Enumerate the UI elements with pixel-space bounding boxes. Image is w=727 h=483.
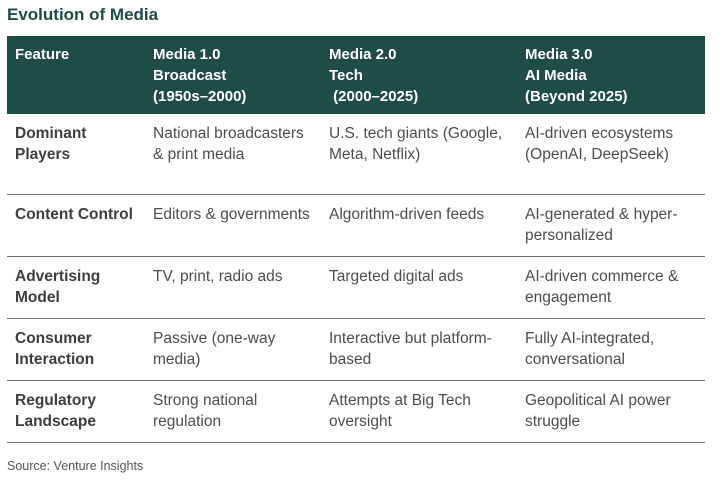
header-media-2-period: (2000–2025)	[329, 88, 419, 105]
header-media-1-period: (1950s–2000)	[153, 88, 247, 105]
media-1-cell: Passive (one-way media)	[145, 318, 321, 381]
source-note: Source: Venture Insights	[7, 459, 144, 473]
media-3-cell: AI-driven ecosystems (OpenAI, DeepSeek)	[517, 114, 705, 195]
media-1-cell: Editors & governments	[145, 194, 321, 257]
media-2-cell: Attempts at Big Tech oversight	[321, 380, 517, 443]
feature-cell: Dominant Players	[7, 114, 145, 195]
media-1-cell: Strong national regulation	[145, 380, 321, 443]
header-media-3-name: Media 3.0	[525, 46, 593, 63]
table-row: Consumer Interaction Passive (one-way me…	[7, 318, 705, 381]
table-row: Regulatory Landscape Strong national reg…	[7, 380, 705, 443]
media-1-cell: National broadcasters & print media	[145, 114, 321, 195]
header-row: Feature Media 1.0 Broadcast (1950s–2000)…	[7, 36, 705, 114]
media-2-cell: Algorithm-driven feeds	[321, 194, 517, 257]
media-3-cell: AI-generated & hyper-personalized	[517, 194, 705, 257]
header-media-1: Media 1.0 Broadcast (1950s–2000)	[145, 36, 321, 114]
media-2-cell: Targeted digital ads	[321, 256, 517, 319]
header-feature: Feature	[7, 36, 145, 114]
table-row: Content Control Editors & governments Al…	[7, 194, 705, 257]
header-media-2-name: Media 2.0	[329, 46, 397, 63]
media-3-cell: Geopolitical AI power struggle	[517, 380, 705, 443]
header-media-1-name: Media 1.0	[153, 46, 221, 63]
media-2-cell: Interactive but platform-based	[321, 318, 517, 381]
feature-cell: Advertising Model	[7, 256, 145, 319]
table-row: Dominant Players National broadcasters &…	[7, 114, 705, 195]
table-body: Dominant Players National broadcasters &…	[7, 114, 705, 443]
feature-cell: Content Control	[7, 194, 145, 257]
table-row: Advertising Model TV, print, radio ads T…	[7, 256, 705, 319]
header-media-3-period: (Beyond 2025)	[525, 88, 628, 105]
table-header: Feature Media 1.0 Broadcast (1950s–2000)…	[7, 36, 705, 114]
media-2-cell: U.S. tech giants (Google, Meta, Netflix)	[321, 114, 517, 195]
header-feature-line: Feature	[15, 46, 70, 63]
media-evolution-table: Feature Media 1.0 Broadcast (1950s–2000)…	[7, 36, 705, 443]
page-title: Evolution of Media	[7, 5, 159, 24]
media-1-cell: TV, print, radio ads	[145, 256, 321, 319]
header-media-2: Media 2.0 Tech (2000–2025)	[321, 36, 517, 114]
media-3-cell: AI-driven commerce & engagement	[517, 256, 705, 319]
feature-cell: Regulatory Landscape	[7, 380, 145, 443]
feature-cell: Consumer Interaction	[7, 318, 145, 381]
header-media-3-type: AI Media	[525, 67, 587, 84]
header-media-1-type: Broadcast	[153, 67, 227, 84]
media-3-cell: Fully AI-integrated, conversational	[517, 318, 705, 381]
header-media-3: Media 3.0 AI Media (Beyond 2025)	[517, 36, 705, 114]
header-media-2-type: Tech	[329, 67, 363, 84]
